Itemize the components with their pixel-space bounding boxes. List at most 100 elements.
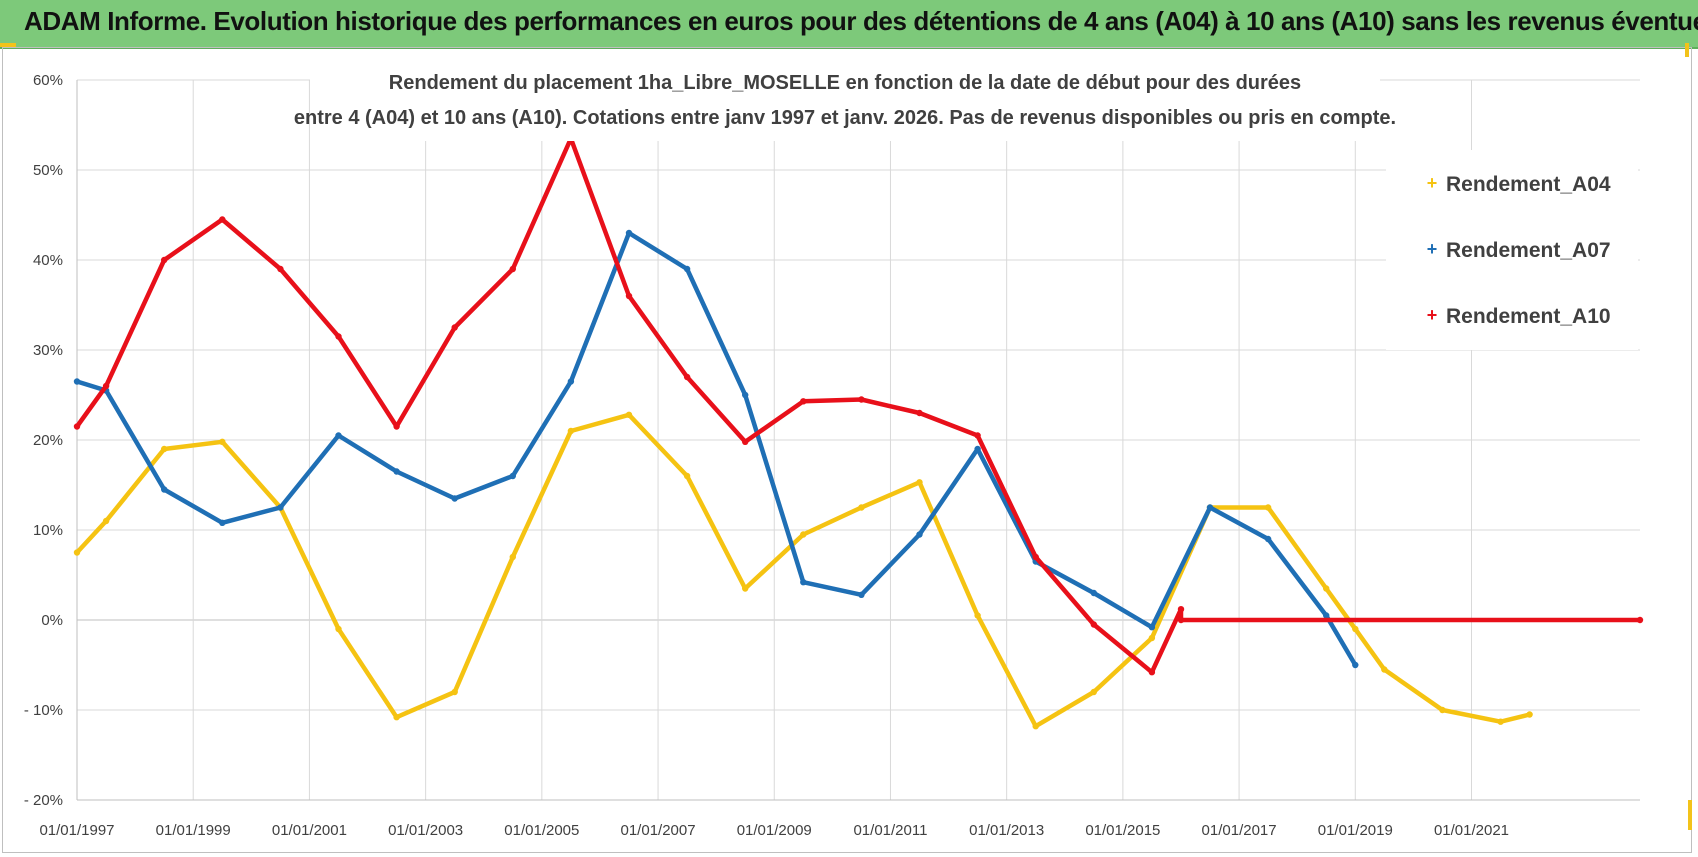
- x-tick-label: 01/01/2015: [1085, 822, 1160, 839]
- legend-label: Rendement_A10: [1446, 305, 1611, 328]
- data-point: [916, 479, 923, 486]
- data-point: [277, 265, 284, 273]
- corner-mark-top-right: [1685, 43, 1689, 57]
- data-point: [683, 472, 691, 480]
- data-point: [1148, 634, 1156, 642]
- data-point: [335, 333, 342, 340]
- chart-title-line-1: Rendement du placement 1ha_Libre_MOSELLE…: [389, 72, 1301, 94]
- legend: + Rendement_A04 + Rendement_A07 + Rendement_A…: [1386, 150, 1638, 350]
- data-point: [393, 423, 400, 430]
- gridlines: [76, 79, 1640, 801]
- data-point: [916, 409, 923, 417]
- data-point: [742, 391, 749, 399]
- data-point: [1090, 621, 1098, 628]
- data-point: [625, 229, 633, 237]
- data-point: [509, 472, 516, 480]
- data-point: [567, 427, 575, 435]
- x-tick-label: 01/01/2009: [737, 822, 812, 839]
- x-tick-label: 01/01/2013: [969, 822, 1044, 839]
- data-point: [625, 411, 633, 418]
- data-point: [1526, 711, 1533, 718]
- corner-mark-bottom-right: [1688, 800, 1692, 830]
- data-point: [73, 549, 81, 556]
- data-point: [1264, 535, 1272, 543]
- series-Rendement_A04: [73, 411, 1533, 730]
- data-point: [219, 216, 226, 223]
- series-line: [74, 412, 1532, 729]
- data-point: [451, 688, 458, 696]
- y-tick-label: - 10%: [24, 702, 63, 719]
- data-point: [509, 553, 516, 561]
- data-point: [916, 531, 923, 538]
- series-line: [74, 230, 1358, 668]
- data-point: [974, 445, 981, 453]
- data-point: [1381, 666, 1388, 673]
- data-point: [1177, 616, 1185, 624]
- data-point: [1264, 504, 1272, 511]
- data-point: [742, 585, 749, 592]
- data-point: [1148, 624, 1156, 631]
- y-tick-label: 10%: [33, 522, 63, 539]
- data-point: [1352, 625, 1359, 633]
- banner-title: ADAM Informe. Evolution historique des p…: [24, 6, 1698, 36]
- data-point: [393, 468, 400, 475]
- legend-marker: +: [1427, 173, 1438, 193]
- data-point: [974, 612, 981, 619]
- data-point: [393, 714, 400, 721]
- data-point: [1497, 718, 1504, 725]
- data-point: [683, 373, 691, 381]
- legend-marker: +: [1427, 239, 1438, 259]
- data-point: [1177, 606, 1185, 613]
- header-banner: ADAM Informe. Evolution historique des p…: [0, 0, 1698, 49]
- corner-mark-top-left: [0, 43, 16, 47]
- legend-label: Rendement_A04: [1446, 173, 1611, 196]
- data-point: [1032, 553, 1039, 561]
- data-point: [1323, 585, 1330, 592]
- data-point: [1636, 616, 1644, 624]
- legend-label: Rendement_A07: [1446, 239, 1611, 262]
- data-point: [858, 396, 865, 403]
- y-tick-label: 60%: [33, 72, 63, 89]
- x-tick-label: 01/01/2017: [1202, 822, 1277, 839]
- x-tick-label: 01/01/2011: [853, 822, 927, 839]
- x-axis-tick-labels: 01/01/1997 01/01/1999 01/01/2001 01/01/2003…: [39, 822, 1509, 839]
- data-point: [102, 382, 110, 390]
- data-point: [161, 486, 168, 493]
- data-point: [625, 292, 633, 300]
- data-point: [974, 432, 981, 439]
- data-point: [451, 324, 458, 331]
- data-point: [800, 531, 807, 538]
- data-point: [683, 265, 691, 273]
- data-point: [1090, 688, 1098, 696]
- x-tick-label: 01/01/2021: [1434, 822, 1509, 839]
- x-tick-label: 01/01/2019: [1318, 822, 1393, 839]
- data-point: [1352, 661, 1359, 669]
- data-point: [335, 432, 342, 439]
- data-point: [219, 438, 226, 445]
- title-background: [310, 63, 1380, 141]
- data-point: [1439, 706, 1446, 714]
- data-point: [335, 625, 342, 633]
- y-tick-label: 40%: [33, 252, 63, 269]
- data-point: [161, 256, 168, 264]
- x-tick-label: 01/01/2003: [388, 822, 463, 839]
- y-tick-label: 50%: [33, 162, 63, 179]
- data-point: [1090, 589, 1098, 597]
- data-point: [277, 504, 284, 511]
- legend-marker: +: [1427, 305, 1438, 325]
- data-point: [858, 504, 865, 511]
- x-tick-label: 01/01/1999: [156, 822, 231, 839]
- data-point: [73, 423, 81, 430]
- y-tick-label: 30%: [33, 342, 63, 359]
- y-axis-tick-labels: 60% 50% 40% 30% 20% 10% 0% - 10% - 20%: [24, 72, 63, 809]
- x-tick-label: 01/01/2001: [272, 822, 347, 839]
- data-point: [1323, 612, 1330, 619]
- chart-frame: [2, 47, 1692, 853]
- data-point: [161, 445, 168, 453]
- data-point: [102, 517, 110, 525]
- series-Rendement_A07: [73, 229, 1359, 669]
- data-point: [73, 378, 81, 385]
- data-point: [451, 495, 458, 502]
- data-point: [1148, 669, 1156, 676]
